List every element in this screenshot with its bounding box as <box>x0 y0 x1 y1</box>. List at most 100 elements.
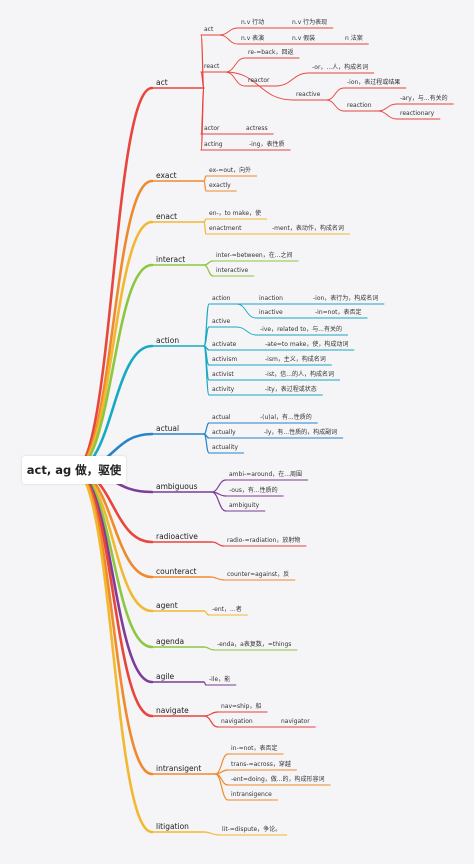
connector-line <box>203 681 207 686</box>
branch-line <box>72 468 154 834</box>
node-label[interactable]: -ion，表过程或结果 <box>347 79 401 86</box>
branch-label[interactable]: agile <box>156 672 175 681</box>
connector-line <box>203 345 210 396</box>
node-label[interactable]: -ity，表过程或状态 <box>265 386 317 393</box>
branch-label[interactable]: action <box>156 336 180 345</box>
branch-label[interactable]: litigation <box>156 822 189 831</box>
node-label[interactable]: nav=ship，船 <box>221 703 262 710</box>
connector-line <box>203 610 210 616</box>
connector-line <box>210 491 227 512</box>
node-label[interactable]: actual <box>212 414 231 421</box>
node-label[interactable]: activism <box>212 356 238 363</box>
node-label[interactable]: active <box>212 318 231 325</box>
node-label[interactable]: -ion，表行为，构成名词 <box>313 295 379 302</box>
node-label[interactable]: n.v 行动 <box>241 19 265 26</box>
node-label[interactable]: -or，...人，构成名词 <box>312 64 369 71</box>
branch-line <box>72 86 154 472</box>
node-label[interactable]: reaction <box>347 102 372 109</box>
node-label[interactable]: -ly，有...性质的，构成副词 <box>264 429 338 436</box>
node-label[interactable]: activist <box>212 371 234 378</box>
node-label[interactable]: -ile，能 <box>209 676 231 683</box>
node-label[interactable]: reactive <box>296 91 321 98</box>
node-label[interactable]: navigation <box>221 718 253 725</box>
node-label[interactable]: enactment <box>209 225 242 232</box>
node-label[interactable]: -enda，a表复数，=things <box>217 641 292 648</box>
branch-label[interactable]: exact <box>156 171 177 180</box>
node-label[interactable]: re-=back，回返 <box>248 49 294 56</box>
branch-label[interactable]: act <box>156 78 168 87</box>
branch-label[interactable]: radioactive <box>156 532 198 541</box>
node-label[interactable]: action <box>212 295 231 302</box>
branch-line <box>72 468 154 776</box>
connector-line <box>224 71 246 87</box>
branch-label[interactable]: counteract <box>156 567 197 576</box>
node-label[interactable]: actress <box>246 125 268 132</box>
connector-line <box>214 773 229 801</box>
node-label[interactable]: -ment，表动作，构成名词 <box>272 225 344 232</box>
node-label[interactable]: -ing，表性质 <box>249 141 285 148</box>
branch-label[interactable]: enact <box>156 212 178 221</box>
connector-line <box>325 87 345 101</box>
node-label[interactable]: activate <box>212 341 237 348</box>
connector-line <box>203 433 210 454</box>
node-label[interactable]: radio-=radiation，放射物 <box>227 537 301 544</box>
connector-line <box>214 753 229 775</box>
node-label[interactable]: en-，to make，使 <box>209 210 262 217</box>
branch-label[interactable]: actual <box>156 424 180 433</box>
node-label[interactable]: -ous，有...性质的 <box>229 487 278 494</box>
node-label[interactable]: navigator <box>281 718 310 725</box>
node-label[interactable]: ex-=out，向外 <box>209 167 252 174</box>
node-label[interactable]: n.v 假装 <box>292 35 316 42</box>
node-label[interactable]: actor <box>204 125 220 132</box>
node-label[interactable]: inaction <box>259 295 283 302</box>
node-label[interactable]: interactive <box>216 267 249 274</box>
node-label[interactable]: n 法案 <box>345 35 363 42</box>
branch-label[interactable]: agenda <box>156 637 185 646</box>
branch-label[interactable]: agent <box>156 601 178 610</box>
node-label[interactable]: ambiguity <box>229 502 260 509</box>
connector-line <box>203 326 210 347</box>
node-label[interactable]: counter=against，反 <box>227 571 290 578</box>
node-label[interactable]: -ate=to make，使，构成动词 <box>265 341 349 348</box>
node-label[interactable]: reactionary <box>400 110 435 117</box>
node-label[interactable]: -ent=doing，做...的，构成形容词 <box>231 776 325 783</box>
node-label[interactable]: -(u)al，有...性质的 <box>260 414 312 421</box>
connector-line <box>211 541 225 547</box>
node-label[interactable]: lit-=dispute，争论。 <box>222 826 282 833</box>
node-label[interactable]: -ism，主义，构成名词 <box>265 356 326 363</box>
connector-line <box>203 264 214 277</box>
node-label[interactable]: ambi-=around，在...周围 <box>229 471 303 478</box>
node-label[interactable]: inactive <box>259 309 283 316</box>
node-label[interactable]: -ent，...者 <box>212 606 242 613</box>
node-label[interactable]: activity <box>212 386 235 393</box>
connector-line <box>203 646 215 651</box>
node-label[interactable]: react <box>204 63 220 70</box>
node-label[interactable]: -in=not，表否定 <box>315 309 362 316</box>
branch-label[interactable]: navigate <box>156 706 189 715</box>
node-label[interactable]: reactor <box>248 77 270 84</box>
branch-line <box>72 179 154 472</box>
node-label[interactable]: act <box>204 26 214 33</box>
connector-line <box>203 180 207 192</box>
node-label[interactable]: actuality <box>212 444 239 451</box>
node-label[interactable]: -ary，与...有关的 <box>400 95 448 102</box>
connector-line <box>325 99 345 112</box>
connector-line <box>218 34 239 45</box>
connector-line <box>218 27 239 36</box>
node-label[interactable]: actually <box>212 429 236 436</box>
node-label[interactable]: intransigence <box>231 791 272 798</box>
node-label[interactable]: n.v 行为表现 <box>292 19 328 26</box>
branch-label[interactable]: interact <box>156 255 186 264</box>
node-label[interactable]: inter-=between，在...之间 <box>216 252 293 259</box>
node-label[interactable]: -ive，related to，与...有关的 <box>260 326 342 333</box>
node-label[interactable]: n.v 表演 <box>241 35 265 42</box>
node-label[interactable]: acting <box>204 141 223 148</box>
node-label[interactable]: -ist，信...的人，构成名词 <box>265 371 335 378</box>
node-label[interactable]: in-=not，表否定 <box>231 745 278 752</box>
node-label[interactable]: trans-=across，穿越 <box>231 761 291 768</box>
branch-label[interactable]: intransigent <box>156 764 202 773</box>
branch-label[interactable]: ambiguous <box>156 482 198 491</box>
node-label[interactable]: exactly <box>209 182 231 189</box>
root-node[interactable]: act, ag 做，驱使 <box>22 456 126 484</box>
